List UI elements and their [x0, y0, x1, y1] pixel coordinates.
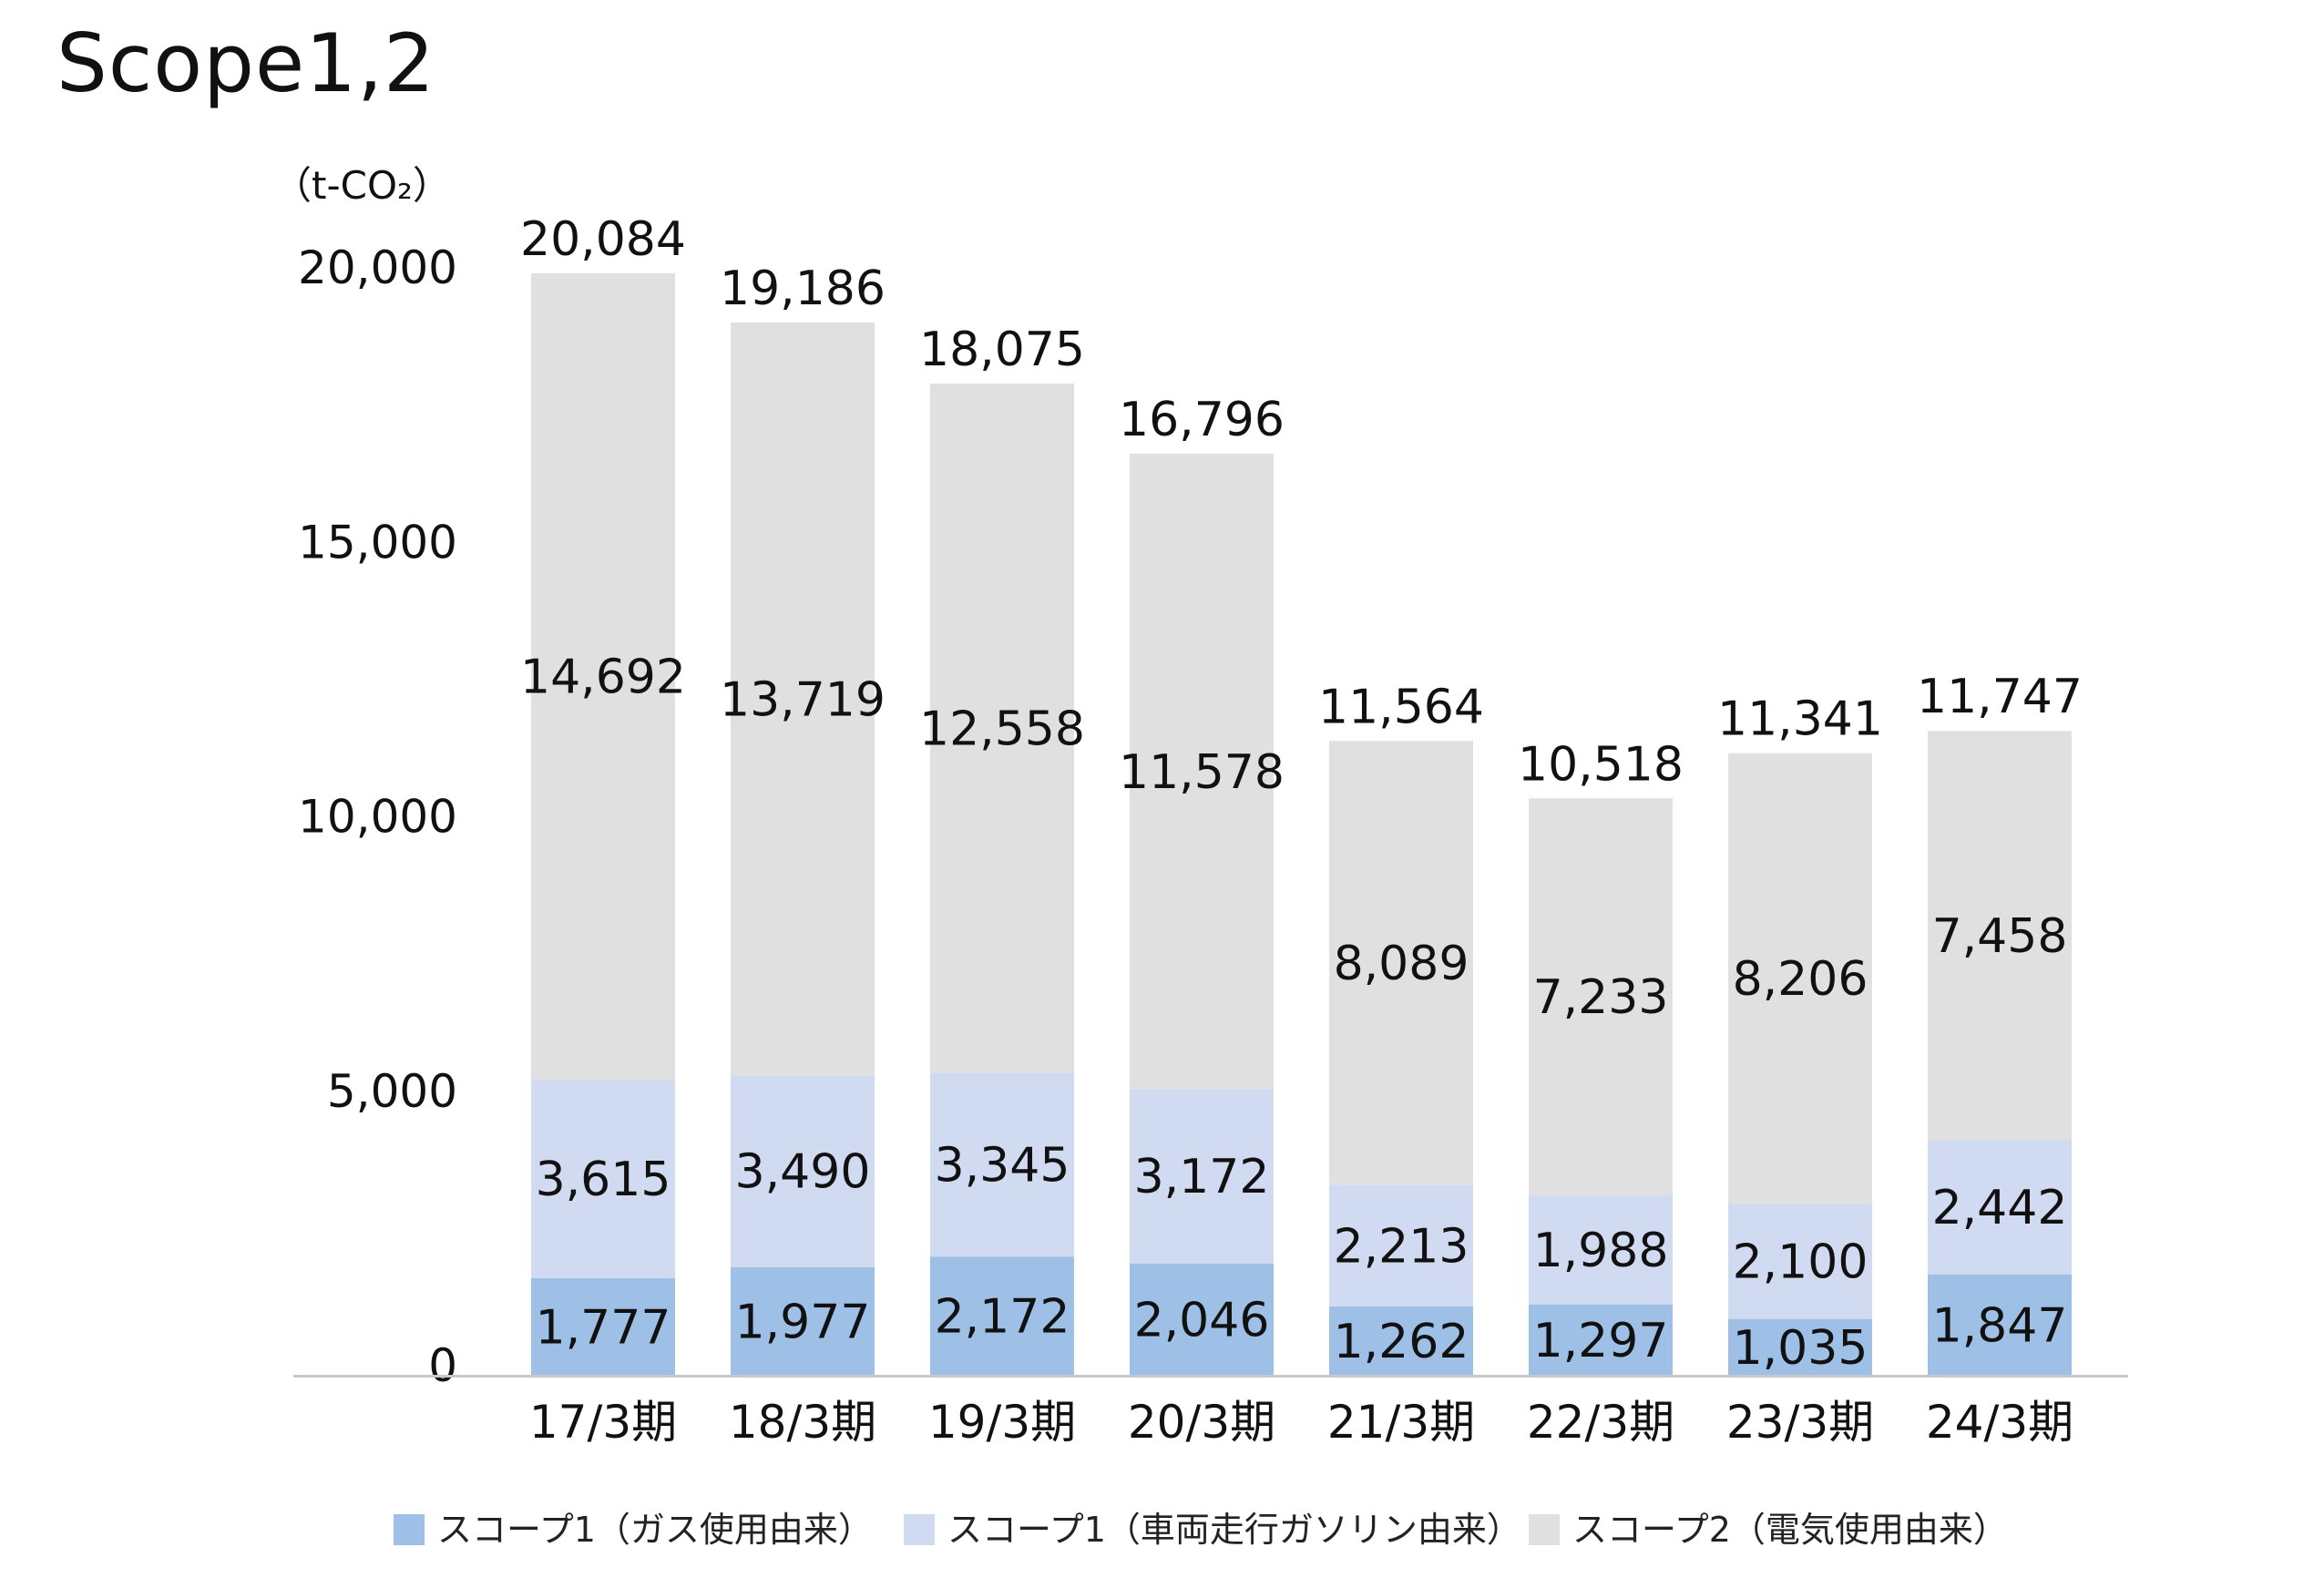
data-label: 7,233 — [1533, 970, 1669, 1025]
data-label: 3,345 — [935, 1138, 1070, 1193]
data-label: 3,172 — [1134, 1150, 1270, 1204]
total-label: 10,518 — [1518, 737, 1684, 792]
bar-segment — [930, 1256, 1074, 1376]
legend-swatch — [904, 1514, 935, 1545]
bar-segment — [1529, 1304, 1673, 1376]
data-label: 8,089 — [1334, 937, 1469, 991]
data-label: 2,213 — [1334, 1219, 1469, 1274]
legend-swatch — [394, 1514, 425, 1545]
data-label: 14,692 — [520, 651, 686, 705]
bar-segment — [1329, 1184, 1473, 1306]
bar-segment — [1529, 1195, 1673, 1305]
bar-segment — [1928, 731, 2072, 1141]
chart-title: Scope1,2 — [56, 16, 436, 110]
data-label: 1,977 — [735, 1295, 871, 1349]
legend-label: スコープ1（車両走行ガソリン由来） — [947, 1510, 1521, 1550]
total-label: 11,747 — [1917, 670, 2083, 724]
data-label: 1,847 — [1932, 1298, 2068, 1353]
total-label: 16,796 — [1119, 393, 1285, 447]
bar-segment — [531, 1277, 675, 1376]
x-tick-label: 19/3期 — [928, 1396, 1076, 1449]
bar-segment — [731, 1075, 875, 1267]
bar-segment — [1728, 753, 1872, 1204]
x-axis: 17/3期 18/3期 19/3期 20/3期 21/3期 22/3期 23/3期 24/3期 — [293, 1375, 2128, 1449]
data-label: 2,100 — [1733, 1235, 1868, 1289]
bar-segment — [531, 1080, 675, 1278]
y-tick-label: 0 — [428, 1339, 457, 1392]
bar-segment — [1529, 798, 1673, 1196]
bar-segment — [1130, 1263, 1274, 1376]
total-label: 19,186 — [720, 261, 886, 316]
total-label: 18,075 — [919, 323, 1085, 377]
legend-label: スコープ2（電気使用由来） — [1572, 1510, 2008, 1550]
data-label: 2,442 — [1932, 1181, 2068, 1235]
y-tick-label: 5,000 — [327, 1065, 457, 1118]
data-label: 13,719 — [720, 672, 886, 727]
data-label: 2,172 — [935, 1290, 1070, 1345]
bar-segment — [1928, 1140, 2072, 1275]
x-tick-label: 21/3期 — [1327, 1396, 1475, 1449]
total-label: 20,084 — [520, 212, 686, 267]
x-tick-label: 24/3期 — [1926, 1396, 2073, 1449]
data-label: 3,615 — [536, 1153, 671, 1207]
legend-label: スコープ1（ガス使用由来） — [437, 1510, 873, 1550]
x-tick-label: 17/3期 — [529, 1396, 677, 1449]
data-label: 11,578 — [1119, 745, 1285, 800]
bar-segment — [731, 323, 875, 1076]
bar-segment — [1728, 1204, 1872, 1319]
bar-segment — [731, 1266, 875, 1376]
data-label: 1,035 — [1733, 1321, 1868, 1376]
data-label: 1,297 — [1533, 1314, 1669, 1368]
total-label: 11,564 — [1318, 680, 1484, 734]
data-label: 3,490 — [735, 1145, 871, 1200]
y-tick-label: 20,000 — [298, 241, 457, 294]
bar-segment — [1329, 1306, 1473, 1376]
data-label: 1,988 — [1533, 1224, 1669, 1278]
bar-segment — [930, 1072, 1074, 1257]
x-tick-label: 18/3期 — [729, 1396, 876, 1449]
bar-segment — [1928, 1274, 2072, 1376]
y-tick-label: 10,000 — [298, 791, 457, 844]
data-label: 1,262 — [1334, 1315, 1469, 1369]
bar-segment — [531, 272, 675, 1081]
y-tick-label: 15,000 — [298, 516, 457, 569]
bar-segment — [1329, 741, 1473, 1185]
data-label: 2,046 — [1134, 1293, 1270, 1347]
x-tick-label: 20/3期 — [1128, 1396, 1275, 1449]
data-label: 1,777 — [536, 1300, 671, 1355]
x-tick-label: 22/3期 — [1527, 1396, 1674, 1449]
total-label: 11,341 — [1717, 692, 1883, 747]
legend-swatch — [1529, 1514, 1560, 1545]
bar-segment — [1728, 1318, 1872, 1376]
data-label: 12,558 — [919, 702, 1085, 756]
data-label: 8,206 — [1733, 952, 1868, 1007]
data-labels: 1,777 3,615 14,692 20,084 1,977 3,490 13,719 19… — [520, 212, 2083, 1376]
bar-segment — [1130, 454, 1274, 1090]
data-label: 7,458 — [1932, 909, 2068, 964]
legend: スコープ1（ガス使用由来） スコープ1（車両走行ガソリン由来） スコープ2（電気使用… — [394, 1510, 2008, 1550]
unit-label: （t-CO₂） — [273, 163, 451, 208]
bar-segment — [930, 383, 1074, 1073]
bar-segment — [1130, 1089, 1274, 1264]
y-axis: （t-CO₂） 0 5,000 10,000 15,000 20,000 — [273, 163, 457, 1392]
bars — [531, 272, 2072, 1376]
x-tick-label: 23/3期 — [1726, 1396, 1874, 1449]
